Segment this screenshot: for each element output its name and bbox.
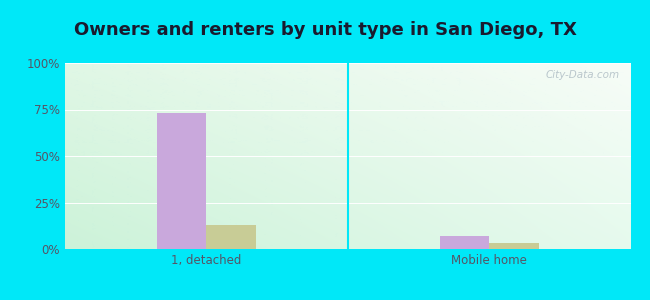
Bar [439, 236, 489, 249]
Legend: Owner occupied units, Renter occupied units: Owner occupied units, Renter occupied un… [170, 296, 525, 300]
Bar [489, 243, 539, 249]
Bar [157, 113, 207, 249]
Text: Owners and renters by unit type in San Diego, TX: Owners and renters by unit type in San D… [73, 21, 577, 39]
Bar [207, 225, 256, 249]
Text: City-Data.com: City-Data.com [545, 70, 619, 80]
